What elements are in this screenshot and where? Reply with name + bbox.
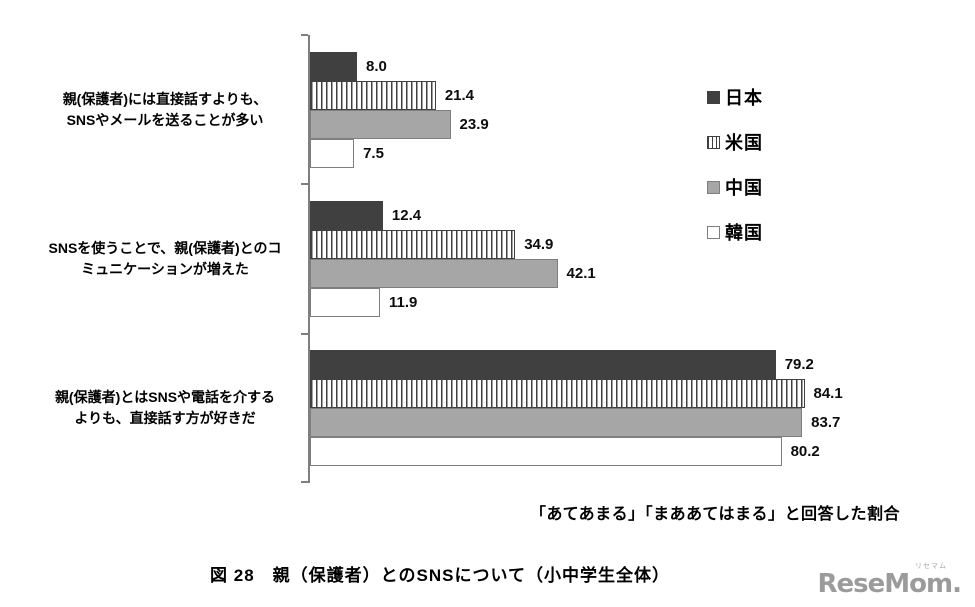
axis-tick — [301, 332, 308, 335]
bar-value-label: 7.5 — [363, 144, 384, 162]
bar-中国 — [310, 258, 558, 288]
bar-米国 — [310, 80, 436, 110]
resemom-logo: リセマム ReseMom. — [817, 563, 962, 601]
axis-tick — [301, 183, 308, 186]
bar-row: 84.1 — [310, 379, 898, 409]
legend-label: 中国 — [725, 178, 763, 198]
bar-value-label: 23.9 — [459, 115, 489, 133]
bar-value-label: 34.9 — [524, 235, 554, 253]
category-labels: 親(保護者)には直接話すよりも、 SNSやメールを送ることが多い SNSを使うことで… — [0, 35, 302, 483]
category-label-line: よりも、直接話す方が好きだ — [74, 410, 256, 427]
bar-value-label: 11.9 — [388, 293, 418, 311]
category-label-line: ミュニケーションが増えた — [81, 260, 249, 277]
legend-swatch-icon — [707, 225, 720, 239]
category-label-line: SNSを使うことで、親(保護者)とのコ — [48, 239, 282, 256]
bar-中国 — [310, 408, 803, 438]
bar-row: 21.4 — [310, 80, 898, 110]
legend-swatch-icon — [707, 180, 720, 194]
resemom-logo-text: ReseMom. — [817, 569, 962, 599]
bar-韓国 — [310, 437, 782, 467]
legend-label: 韓国 — [725, 223, 763, 243]
bar-row: 83.7 — [310, 408, 898, 438]
chart-caption: 図 28 親（保護者）とのSNSについて（小中学生全体） — [210, 566, 670, 585]
bar-value-label: 80.2 — [790, 443, 820, 461]
category-label-3: 親(保護者)とはSNSや電話を介する よりも、直接話す方が好きだ — [0, 334, 302, 483]
legend-item-米国: 米国 — [707, 129, 763, 155]
legend-item-日本: 日本 — [707, 84, 763, 110]
bar-韓国 — [310, 287, 380, 317]
bar-米国 — [310, 379, 805, 409]
bar-row: 80.2 — [310, 437, 898, 467]
bar-韓国 — [310, 138, 355, 168]
bar-value-label: 12.4 — [391, 206, 422, 224]
bar-row: 34.9 — [310, 229, 898, 259]
bar-value-label: 8.0 — [366, 57, 387, 75]
bar-value-label: 42.1 — [566, 264, 596, 282]
plot-area: 8.0 21.4 23.9 7.5 12.4 34.9 42.1 11.9 79.2 84.1 83… — [301, 34, 898, 483]
bar-米国 — [310, 229, 516, 259]
category-label-line: 親(保護者)とはSNSや電話を介する — [54, 389, 276, 406]
legend-item-中国: 中国 — [707, 174, 763, 200]
legend-item-韓国: 韓国 — [707, 219, 763, 245]
footnote: 「あてあまる」「まああてはまる」と回答した割合 — [529, 506, 900, 523]
bar-日本 — [310, 350, 776, 380]
bar-row: 8.0 — [310, 51, 898, 81]
axis-tick — [301, 34, 308, 36]
bar-row: 11.9 — [310, 287, 898, 317]
resemom-logo-ruby: リセマム — [915, 563, 947, 570]
bar-value-label: 84.1 — [813, 385, 843, 403]
bar-row: 79.2 — [310, 350, 898, 380]
bar-value-label: 21.4 — [444, 86, 475, 104]
bar-group-2: 12.4 34.9 42.1 11.9 — [310, 184, 898, 333]
bar-row: 12.4 — [310, 200, 898, 230]
category-label-line: 親(保護者)には直接話すよりも、 — [62, 90, 268, 107]
legend-label: 日本 — [725, 88, 763, 108]
category-label-1: 親(保護者)には直接話すよりも、 SNSやメールを送ることが多い — [0, 35, 302, 184]
bar-group-1: 8.0 21.4 23.9 7.5 — [310, 35, 898, 184]
axis-tick — [301, 481, 308, 483]
bar-groups: 8.0 21.4 23.9 7.5 12.4 34.9 42.1 11.9 79.2 84.1 83… — [310, 35, 898, 483]
legend: 日本 米国 中国 韓国 — [707, 84, 763, 264]
bar-row: 42.1 — [310, 258, 898, 288]
category-label-2: SNSを使うことで、親(保護者)とのコ ミュニケーションが増えた — [0, 184, 302, 333]
bar-value-label: 79.2 — [784, 356, 814, 374]
bar-row: 23.9 — [310, 109, 898, 139]
bar-value-label: 83.7 — [811, 414, 841, 432]
legend-label: 米国 — [725, 133, 763, 153]
category-label-line: SNSやメールを送ることが多い — [66, 111, 264, 128]
bar-日本 — [310, 200, 383, 230]
legend-swatch-icon — [707, 135, 720, 149]
bar-日本 — [310, 51, 358, 81]
legend-swatch-icon — [707, 90, 720, 104]
bar-中国 — [310, 109, 451, 139]
bar-row: 7.5 — [310, 138, 898, 168]
bar-group-3: 79.2 84.1 83.7 80.2 — [310, 334, 898, 483]
